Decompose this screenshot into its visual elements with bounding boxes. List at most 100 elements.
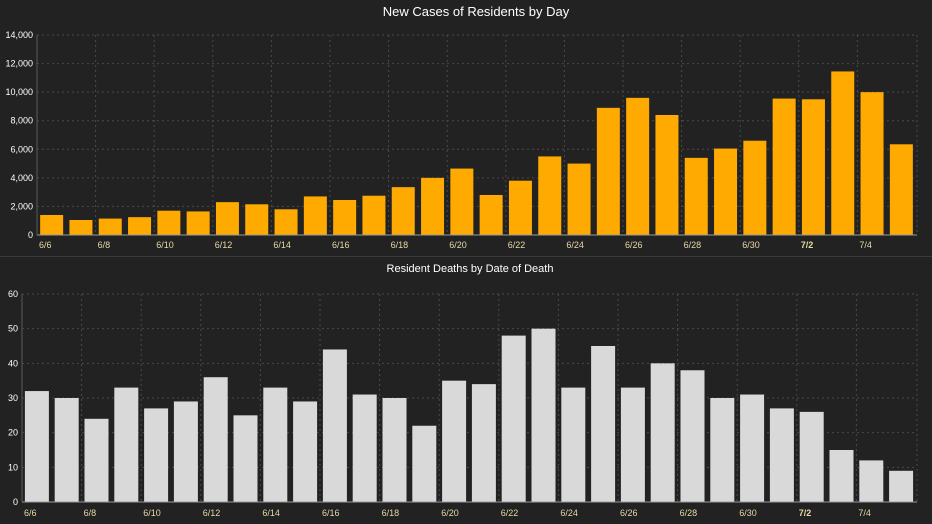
cases-bar-6-9	[128, 217, 152, 235]
deaths-bar-6-17	[352, 394, 377, 502]
cases-bar-6-24	[567, 163, 591, 235]
deaths-bar-6-16	[322, 349, 347, 502]
deaths-bar-6-13	[233, 415, 258, 502]
deaths-y-tick-label: 0	[13, 497, 18, 507]
deaths-bar-6-18	[382, 398, 407, 502]
cases-x-tick-label: 6/30	[742, 240, 760, 250]
deaths-x-tick-label: 6/18	[382, 508, 400, 518]
cases-bar-6-21	[479, 195, 503, 235]
cases-x-tick-label: 7/4	[859, 240, 872, 250]
deaths-x-tick-label: 6/24	[560, 508, 578, 518]
deaths-x-tick-label: 6/10	[143, 508, 161, 518]
cases-x-tick-label: 6/8	[98, 240, 111, 250]
deaths-bar-6-19	[412, 425, 437, 502]
cases-y-tick-label: 4,000	[10, 173, 33, 183]
deaths-y-tick-label: 10	[8, 462, 18, 472]
cases-bar-6-10	[157, 210, 181, 235]
cases-bar-6-22	[508, 180, 532, 235]
cases-bar-6-19	[421, 177, 445, 235]
cases-bar-6-11	[186, 211, 210, 235]
cases-y-tick-label: 0	[28, 230, 33, 240]
deaths-chart-title: Resident Deaths by Date of Death	[387, 263, 554, 275]
cases-x-tick-label: 6/26	[625, 240, 643, 250]
cases-bar-7-1	[772, 98, 796, 235]
deaths-x-tick-label: 7/2	[799, 508, 812, 518]
deaths-y-tick-label: 20	[8, 428, 18, 438]
deaths-y-tick-label: 30	[8, 393, 18, 403]
deaths-bar-6-20	[442, 380, 467, 502]
deaths-bar-7-5	[889, 470, 914, 502]
deaths-x-tick-label: 6/28	[680, 508, 698, 518]
cases-bar-6-27	[655, 115, 679, 235]
cases-bar-6-16	[333, 200, 357, 235]
cases-y-tick-label: 12,000	[5, 59, 33, 69]
cases-x-tick-label: 6/6	[39, 240, 52, 250]
cases-x-tick-label: 6/28	[684, 240, 702, 250]
deaths-bar-6-22	[501, 335, 526, 502]
cases-bar-6-29	[714, 148, 738, 235]
cases-x-tick-label: 6/10	[156, 240, 174, 250]
cases-y-tick-label: 6,000	[10, 144, 33, 154]
cases-y-tick-label: 8,000	[10, 116, 33, 126]
cases-x-tick-label: 7/2	[801, 240, 814, 250]
deaths-bar-6-7	[54, 398, 79, 502]
deaths-chart: Resident Deaths by Date of Death 0 10 20 30…	[8, 263, 918, 518]
cases-bar-6-12	[215, 202, 239, 235]
cases-bar-6-8	[98, 218, 122, 235]
deaths-bar-6-12	[203, 377, 228, 502]
deaths-bar-7-2	[799, 411, 824, 502]
deaths-x-tick-label: 6/16	[322, 508, 340, 518]
deaths-y-tick-label: 60	[8, 289, 18, 299]
cases-x-tick-label: 6/18	[391, 240, 409, 250]
deaths-bar-6-23	[531, 328, 556, 502]
deaths-bar-6-10	[144, 408, 169, 502]
deaths-bar-6-6	[24, 391, 49, 502]
deaths-bar-6-28	[680, 370, 705, 502]
deaths-y-tick-label: 40	[8, 358, 18, 368]
deaths-x-tick-label: 6/14	[262, 508, 280, 518]
deaths-bar-6-8	[84, 418, 109, 502]
cases-bar-6-20	[450, 168, 474, 235]
cases-bar-6-26	[626, 97, 650, 235]
cases-x-tick-label: 6/14	[273, 240, 291, 250]
deaths-bar-6-27	[650, 363, 675, 502]
cases-bar-7-5	[889, 144, 913, 235]
cases-chart: New Cases of Residents by Day 0 2,000 4,00…	[5, 4, 918, 250]
cases-bar-6-18	[391, 187, 415, 235]
deaths-bar-6-26	[620, 387, 645, 502]
cases-bar-6-7	[69, 220, 93, 235]
cases-bar-7-2	[801, 99, 825, 236]
deaths-bar-6-9	[114, 387, 139, 502]
deaths-x-tick-label: 6/22	[501, 508, 519, 518]
cases-bar-6-28	[684, 157, 708, 235]
deaths-x-tick-label: 6/12	[203, 508, 221, 518]
deaths-x-tick-label: 6/6	[24, 508, 37, 518]
deaths-bar-7-1	[769, 408, 794, 502]
deaths-bar-6-11	[173, 401, 198, 502]
deaths-bar-6-15	[293, 401, 318, 502]
cases-bar-6-6	[40, 215, 64, 235]
deaths-bar-6-29	[710, 398, 735, 502]
deaths-x-tick-label: 6/30	[739, 508, 757, 518]
cases-bar-6-23	[538, 156, 562, 235]
cases-bar-7-3	[831, 71, 855, 235]
deaths-x-tick-label: 6/26	[620, 508, 638, 518]
deaths-bar-6-25	[591, 346, 616, 502]
cases-y-tick-label: 14,000	[5, 30, 33, 40]
chart-divider	[0, 256, 932, 257]
cases-bar-6-25	[596, 107, 620, 235]
deaths-x-tick-label: 6/8	[84, 508, 97, 518]
cases-bar-6-15	[303, 196, 327, 235]
deaths-x-tick-label: 6/20	[441, 508, 459, 518]
cases-chart-title: New Cases of Residents by Day	[383, 4, 570, 19]
deaths-y-tick-label: 50	[8, 324, 18, 334]
deaths-bar-6-30	[740, 394, 765, 502]
cases-x-tick-label: 6/16	[332, 240, 350, 250]
cases-bar-6-14	[274, 209, 298, 235]
cases-y-tick-label: 10,000	[5, 87, 33, 97]
deaths-bar-7-4	[859, 460, 884, 502]
cases-bar-7-4	[860, 92, 884, 236]
deaths-bar-6-21	[471, 384, 496, 502]
cases-x-tick-label: 6/22	[508, 240, 526, 250]
